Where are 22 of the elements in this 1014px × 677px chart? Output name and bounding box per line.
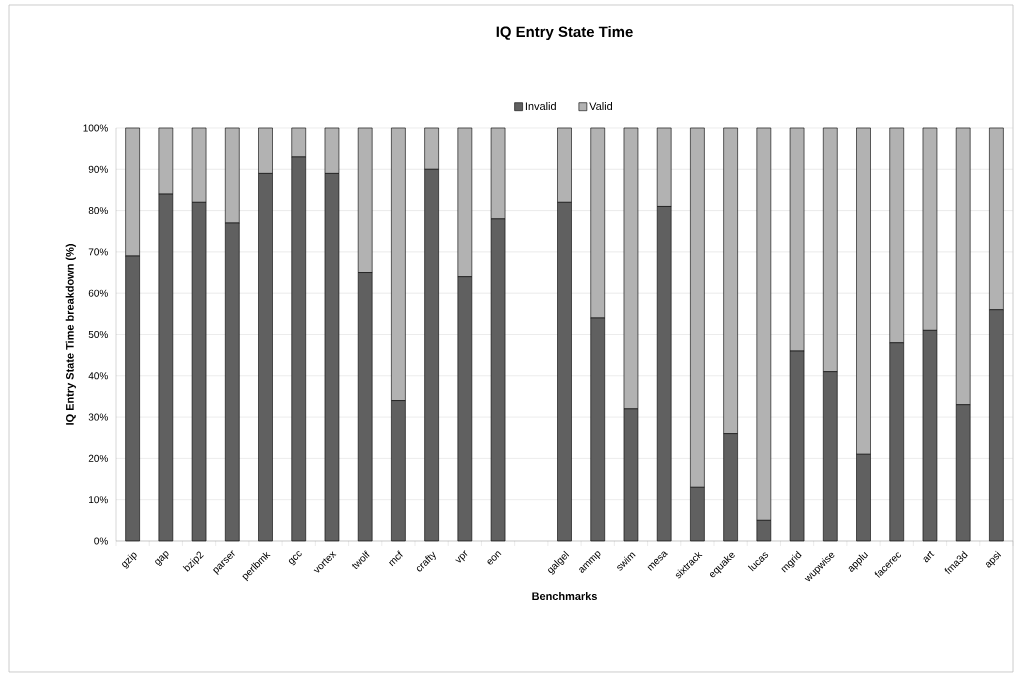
y-tick-label: 70% bbox=[88, 248, 108, 256]
y-tick-label: 60% bbox=[88, 289, 108, 297]
y-tick-label: 100% bbox=[83, 124, 108, 132]
x-tick-label: mcf bbox=[388, 550, 403, 567]
y-tick-label: 40% bbox=[88, 372, 108, 380]
y-tick-label: 30% bbox=[88, 413, 108, 421]
legend-label: Invalid bbox=[525, 101, 556, 111]
legend-label: Valid bbox=[589, 101, 613, 111]
x-axis-title: Benchmarks bbox=[532, 592, 597, 601]
x-tick-label: vpr bbox=[455, 550, 468, 563]
y-tick-label: 0% bbox=[94, 537, 108, 545]
x-tick-label: gap bbox=[155, 551, 169, 567]
x-tick-label: eon bbox=[487, 551, 502, 565]
y-tick-label: 80% bbox=[88, 207, 108, 215]
y-tick-label: 10% bbox=[89, 496, 108, 504]
y-axis-title: IQ Entry State Time breakdown (%) bbox=[65, 244, 76, 425]
y-tick-label: 90% bbox=[88, 165, 108, 173]
chart-title: IQ Entry State Time bbox=[496, 26, 633, 41]
y-tick-label: 20% bbox=[88, 454, 108, 462]
y-tick-label: 50% bbox=[88, 330, 108, 339]
x-tick-label: art bbox=[923, 551, 935, 563]
x-tick-label: gcc bbox=[288, 551, 302, 566]
